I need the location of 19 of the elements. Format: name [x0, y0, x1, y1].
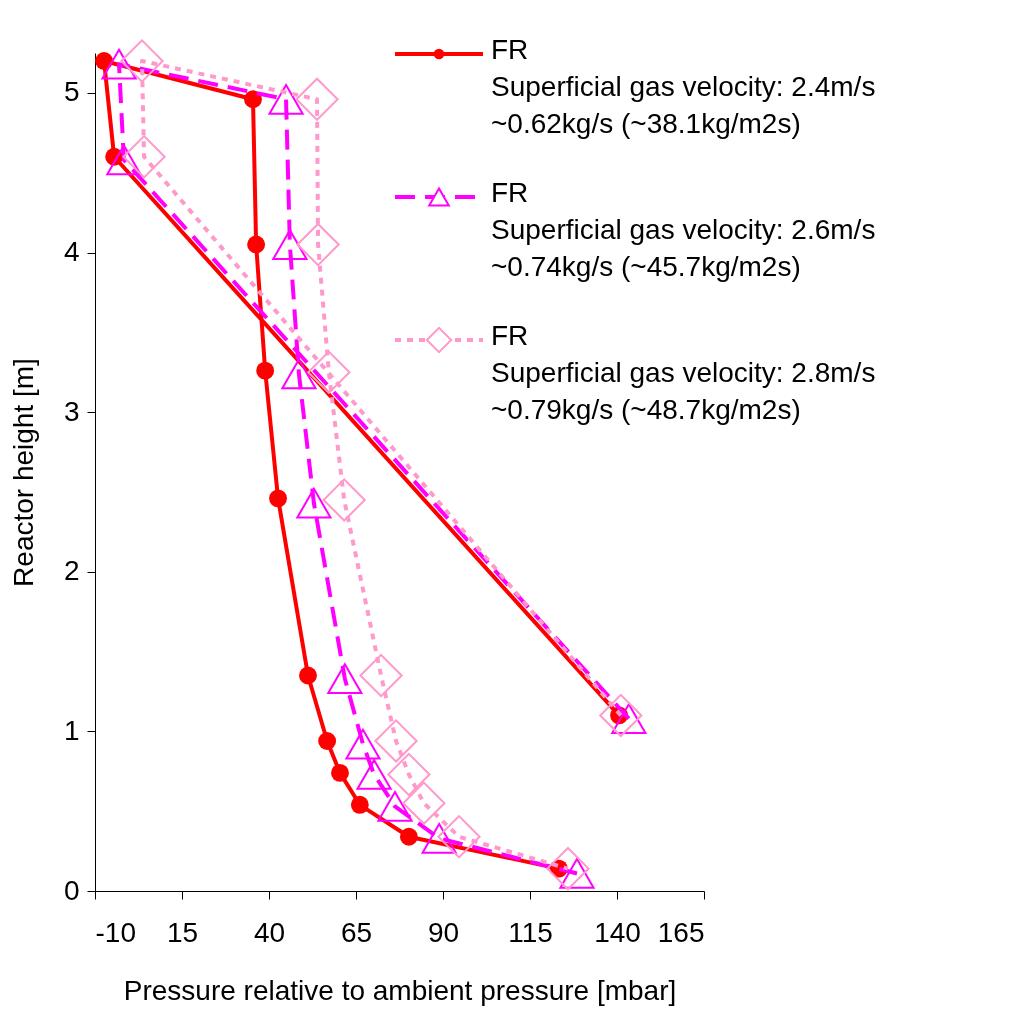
legend-label: FR Superficial gas velocity: 2.8m/s ~0.79kg/s (~48.7kg/m2s) [491, 320, 876, 425]
x-tick-label: 90 [427, 916, 460, 948]
legend-label: FR Superficial gas velocity: 2.6m/s ~0.74kg/s (~45.7kg/m2s) [491, 177, 876, 282]
y-tick-label: 4 [63, 236, 80, 268]
x-tick-label: 15 [166, 916, 199, 948]
x-tick-label: 165 [657, 916, 705, 948]
y-tick-label: 5 [63, 76, 80, 108]
y-tick-label: 3 [63, 395, 80, 427]
x-axis-title: Pressure relative to ambient pressure [mbar] [123, 974, 677, 1006]
x-tick-label: 65 [340, 916, 373, 948]
x-tick-label: 115 [508, 916, 553, 948]
y-tick-label: 1 [63, 714, 80, 746]
legend-label: FR Superficial gas velocity: 2.4m/s ~0.62kg/s (~38.1kg/m2s) [491, 34, 876, 139]
y-axis-title: Reactor height [m] [7, 358, 39, 587]
x-tick-label: 140 [594, 916, 641, 948]
x-tick-label: -10 [95, 916, 136, 948]
y-tick-label: 2 [63, 555, 80, 587]
x-tick-label: 40 [253, 916, 286, 948]
y-tick-label: 0 [63, 874, 80, 906]
